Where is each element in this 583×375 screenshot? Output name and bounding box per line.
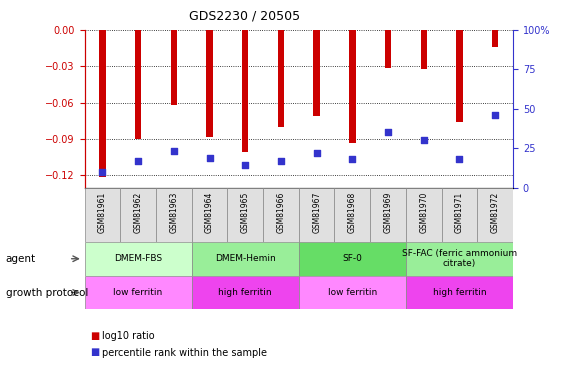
Text: low ferritin: low ferritin [114, 288, 163, 297]
FancyBboxPatch shape [192, 242, 298, 276]
FancyBboxPatch shape [85, 242, 192, 276]
Text: GSM81963: GSM81963 [169, 192, 178, 233]
Text: high ferritin: high ferritin [433, 288, 486, 297]
Bar [242, 30, 248, 152]
Text: high ferritin: high ferritin [219, 288, 272, 297]
Text: GSM81966: GSM81966 [276, 192, 286, 233]
Text: GSM81967: GSM81967 [312, 192, 321, 233]
Text: GSM81969: GSM81969 [384, 192, 392, 233]
Text: GSM81972: GSM81972 [491, 192, 500, 233]
Text: DMEM-FBS: DMEM-FBS [114, 254, 162, 263]
FancyBboxPatch shape [192, 276, 298, 309]
Text: growth protocol: growth protocol [6, 288, 88, 297]
Bar [349, 30, 356, 142]
Text: low ferritin: low ferritin [328, 288, 377, 297]
FancyBboxPatch shape [120, 188, 156, 242]
Text: GSM81968: GSM81968 [348, 192, 357, 233]
Text: ■: ■ [90, 331, 100, 340]
Point [455, 156, 464, 162]
Text: SF-FAC (ferric ammonium
citrate): SF-FAC (ferric ammonium citrate) [402, 249, 517, 268]
Bar [135, 30, 141, 139]
Point [98, 169, 107, 175]
Bar [171, 30, 177, 105]
Point [347, 156, 357, 162]
Text: percentile rank within the sample: percentile rank within the sample [102, 348, 267, 357]
FancyBboxPatch shape [85, 276, 192, 309]
FancyBboxPatch shape [298, 188, 335, 242]
Text: SF-0: SF-0 [342, 254, 362, 263]
Text: GSM81964: GSM81964 [205, 192, 214, 233]
Text: ■: ■ [90, 348, 100, 357]
Bar [456, 30, 463, 122]
FancyBboxPatch shape [477, 188, 513, 242]
FancyBboxPatch shape [335, 188, 370, 242]
FancyBboxPatch shape [227, 188, 263, 242]
Point [490, 112, 500, 118]
Bar [492, 30, 498, 47]
FancyBboxPatch shape [192, 188, 227, 242]
FancyBboxPatch shape [298, 242, 406, 276]
FancyBboxPatch shape [263, 188, 298, 242]
Text: DMEM-Hemin: DMEM-Hemin [215, 254, 276, 263]
FancyBboxPatch shape [441, 188, 477, 242]
Point [312, 150, 321, 156]
Point [134, 158, 143, 164]
Text: GSM81961: GSM81961 [98, 192, 107, 233]
FancyBboxPatch shape [298, 276, 406, 309]
Text: agent: agent [6, 254, 36, 264]
Bar [385, 30, 391, 68]
Text: GSM81962: GSM81962 [134, 192, 143, 233]
Text: GSM81970: GSM81970 [419, 192, 429, 233]
Bar [278, 30, 284, 127]
Text: GDS2230 / 20505: GDS2230 / 20505 [189, 9, 300, 22]
Point [241, 162, 250, 168]
FancyBboxPatch shape [156, 188, 192, 242]
Bar [420, 30, 427, 69]
Bar [314, 30, 320, 116]
Bar [99, 30, 106, 177]
FancyBboxPatch shape [406, 242, 513, 276]
Text: GSM81971: GSM81971 [455, 192, 464, 233]
Point [169, 148, 178, 154]
Point [384, 129, 393, 135]
FancyBboxPatch shape [406, 276, 513, 309]
Text: GSM81965: GSM81965 [241, 192, 250, 233]
Bar [206, 30, 213, 136]
Point [205, 154, 214, 160]
Point [276, 158, 286, 164]
FancyBboxPatch shape [85, 188, 120, 242]
FancyBboxPatch shape [370, 188, 406, 242]
FancyBboxPatch shape [406, 188, 441, 242]
Text: log10 ratio: log10 ratio [102, 331, 154, 340]
Point [419, 137, 429, 143]
